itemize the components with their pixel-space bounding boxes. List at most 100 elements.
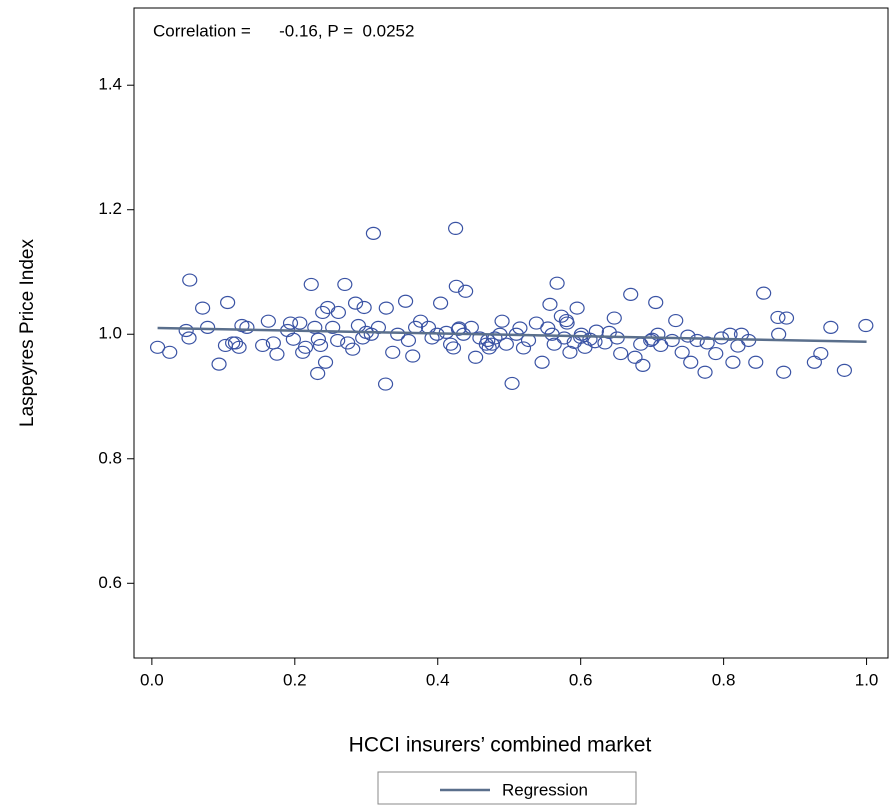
- point: [310, 332, 326, 346]
- legend: Regression: [440, 780, 588, 799]
- x-tick-label: 0.6: [569, 670, 593, 689]
- point: [549, 276, 565, 290]
- point: [534, 355, 550, 369]
- point: [806, 355, 822, 369]
- point: [836, 363, 853, 377]
- point: [195, 301, 211, 315]
- point: [182, 273, 198, 287]
- point: [231, 340, 247, 354]
- point: [239, 320, 255, 334]
- point: [680, 329, 696, 343]
- point: [553, 309, 569, 323]
- legend-box: [377, 771, 637, 805]
- point: [569, 301, 585, 315]
- point: [606, 311, 622, 325]
- point: [778, 311, 795, 325]
- point: [648, 295, 664, 310]
- point: [627, 350, 643, 364]
- point: [200, 320, 216, 334]
- point: [337, 277, 353, 292]
- point: [823, 320, 839, 334]
- point: [756, 286, 772, 300]
- point: [347, 296, 364, 310]
- point: [558, 313, 574, 328]
- point: [390, 327, 406, 341]
- point: [683, 355, 699, 369]
- point: [365, 226, 382, 240]
- point: [443, 337, 459, 351]
- point: [178, 323, 194, 338]
- point: [297, 340, 314, 354]
- point: [515, 341, 532, 355]
- point: [635, 358, 651, 372]
- x-tick-label: 0.0: [140, 670, 164, 689]
- point: [644, 332, 660, 346]
- x-tick-label: 0.2: [283, 670, 307, 689]
- point: [458, 284, 474, 298]
- point: [377, 377, 394, 391]
- point: [494, 314, 510, 328]
- point: [540, 321, 556, 335]
- point: [149, 340, 166, 354]
- point: [674, 345, 690, 359]
- point: [285, 332, 301, 346]
- point: [487, 331, 503, 345]
- point: [315, 305, 331, 320]
- point: [699, 336, 715, 350]
- point: [310, 366, 326, 381]
- point: [770, 310, 786, 325]
- point: [623, 287, 639, 301]
- point: [211, 357, 227, 371]
- point: [697, 365, 713, 379]
- point: [448, 279, 464, 293]
- point: [504, 376, 520, 391]
- point: [542, 297, 558, 311]
- x-tick-label: 1.0: [855, 670, 879, 689]
- y-axis-label: Laspeyres Price Index: [17, 239, 38, 427]
- y-tick-label: 0.8: [98, 448, 122, 467]
- point: [350, 318, 367, 333]
- y-tick-label: 1.4: [98, 75, 122, 94]
- y-tick-label: 1.2: [98, 199, 122, 218]
- point: [292, 316, 308, 330]
- point: [181, 331, 197, 345]
- point: [445, 341, 462, 355]
- point: [708, 346, 724, 361]
- point: [330, 333, 346, 348]
- point: [255, 338, 271, 353]
- point: [282, 316, 299, 330]
- point: [317, 355, 334, 369]
- y-tick-label: 1.0: [98, 324, 122, 343]
- point: [312, 338, 329, 353]
- point: [356, 300, 372, 315]
- legend-label: Regression: [502, 780, 588, 799]
- point: [858, 318, 874, 333]
- point: [498, 337, 514, 351]
- annotation: Correlation = -0.16, P = 0.0252: [153, 21, 414, 40]
- point: [303, 277, 319, 292]
- point: [689, 333, 705, 348]
- point: [385, 345, 401, 359]
- regression-line: [157, 326, 867, 343]
- point: [813, 346, 829, 361]
- point: [260, 314, 276, 328]
- point: [562, 345, 578, 359]
- point: [546, 337, 562, 351]
- point: [220, 295, 236, 310]
- point: [405, 349, 421, 363]
- point: [544, 327, 560, 341]
- point: [345, 342, 361, 356]
- point: [162, 345, 178, 359]
- point: [748, 355, 764, 369]
- point: [730, 339, 746, 353]
- point: [397, 294, 414, 308]
- point: [378, 301, 394, 315]
- y-tick-label: 0.6: [98, 573, 122, 592]
- point: [330, 305, 347, 320]
- x-tick-label: 0.8: [712, 670, 736, 689]
- point: [668, 313, 684, 328]
- x-tick-label: 0.4: [426, 670, 450, 689]
- point: [664, 333, 680, 348]
- point: [320, 300, 336, 315]
